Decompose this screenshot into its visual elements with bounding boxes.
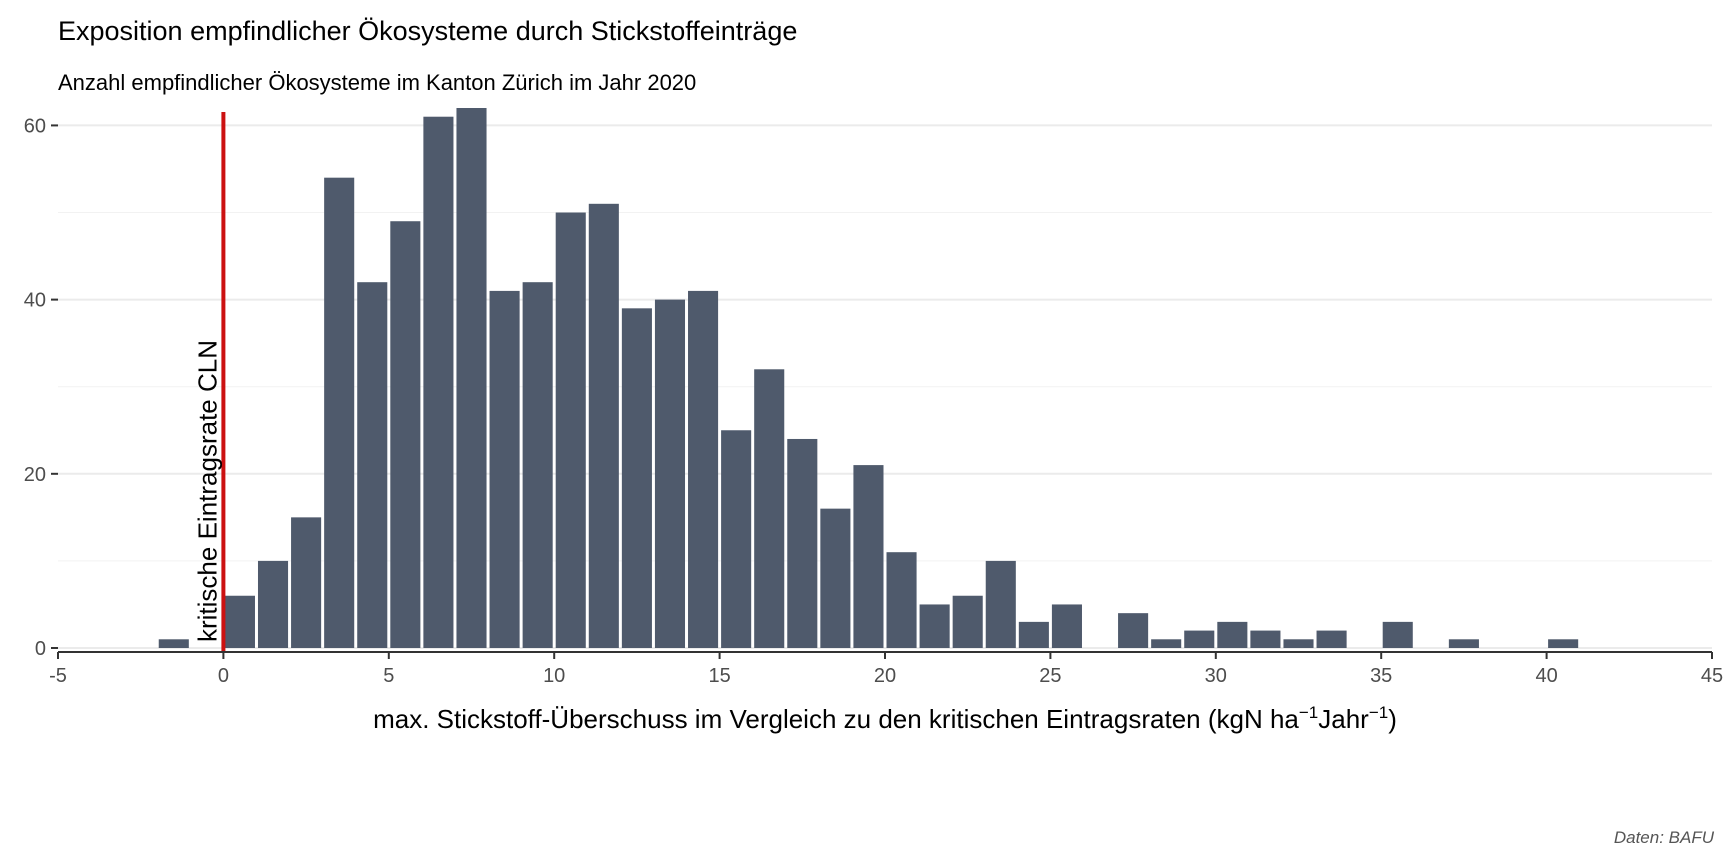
histogram-bar (456, 108, 487, 648)
histogram-bar (1316, 630, 1347, 648)
x-tick-label: -5 (49, 665, 67, 687)
histogram-bar (1018, 621, 1049, 648)
histogram-bar (1382, 621, 1413, 648)
x-tick-label: 35 (1370, 665, 1392, 687)
histogram-bar (522, 282, 553, 648)
data-source-caption: Daten: BAFU (1613, 828, 1714, 847)
histogram-bar (224, 595, 255, 648)
chart-subtitle: Anzahl empfindlicher Ökosysteme im Kanto… (58, 70, 697, 95)
histogram-bar (654, 299, 686, 648)
histogram-bar (1448, 639, 1479, 648)
x-tick-label: 10 (543, 665, 565, 687)
bars-layer (158, 108, 1579, 649)
histogram-bar (291, 517, 322, 648)
y-tick-label: 20 (24, 464, 46, 486)
y-tick-label: 40 (24, 290, 46, 312)
x-tick-label: 15 (708, 665, 730, 687)
histogram-bar (1151, 639, 1182, 648)
histogram-bar (257, 560, 289, 648)
histogram-bar (1184, 630, 1215, 648)
histogram-bar (1548, 639, 1579, 648)
y-tick-label: 0 (35, 638, 46, 660)
histogram-bar (853, 465, 884, 648)
histogram-bar (423, 116, 454, 649)
histogram-bar (886, 552, 917, 648)
x-axis-title: max. Stickstoff-Überschuss im Vergleich … (373, 703, 1397, 734)
histogram-bar (688, 290, 719, 648)
histogram-bar (158, 639, 189, 648)
histogram-bar (588, 203, 619, 648)
x-tick-label: 5 (383, 665, 394, 687)
histogram-bar (754, 369, 785, 648)
histogram-bar (390, 221, 421, 648)
chart-title: Exposition empfindlicher Ökosysteme durc… (58, 16, 798, 46)
histogram-bar (324, 177, 355, 648)
histogram-bar (1217, 621, 1248, 648)
y-tick-label: 60 (24, 115, 46, 137)
histogram-bar (952, 595, 983, 648)
x-tick-label: 30 (1205, 665, 1227, 687)
x-tick-label: 45 (1701, 665, 1723, 687)
histogram-bar (919, 604, 950, 648)
histogram-bar (787, 438, 818, 648)
histogram-bar (1118, 613, 1149, 648)
histogram-bar (1283, 639, 1314, 648)
x-tick-label: 20 (874, 665, 896, 687)
histogram-bar (985, 560, 1016, 648)
histogram-bar (555, 212, 586, 649)
reference-layer: kritische Eintragsrate CLN (192, 112, 226, 652)
histogram-bar (1250, 630, 1281, 648)
histogram-bar (357, 282, 388, 648)
x-tick-label: 40 (1535, 665, 1557, 687)
histogram-bar (820, 508, 851, 648)
x-tick-label: 25 (1039, 665, 1061, 687)
histogram-bar (1051, 604, 1082, 648)
histogram-bar (489, 290, 520, 648)
x-tick-label: 0 (218, 665, 229, 687)
histogram-bar (721, 430, 752, 648)
histogram-bar (621, 308, 652, 648)
critical-load-label: kritische Eintragsrate CLN (192, 340, 222, 642)
